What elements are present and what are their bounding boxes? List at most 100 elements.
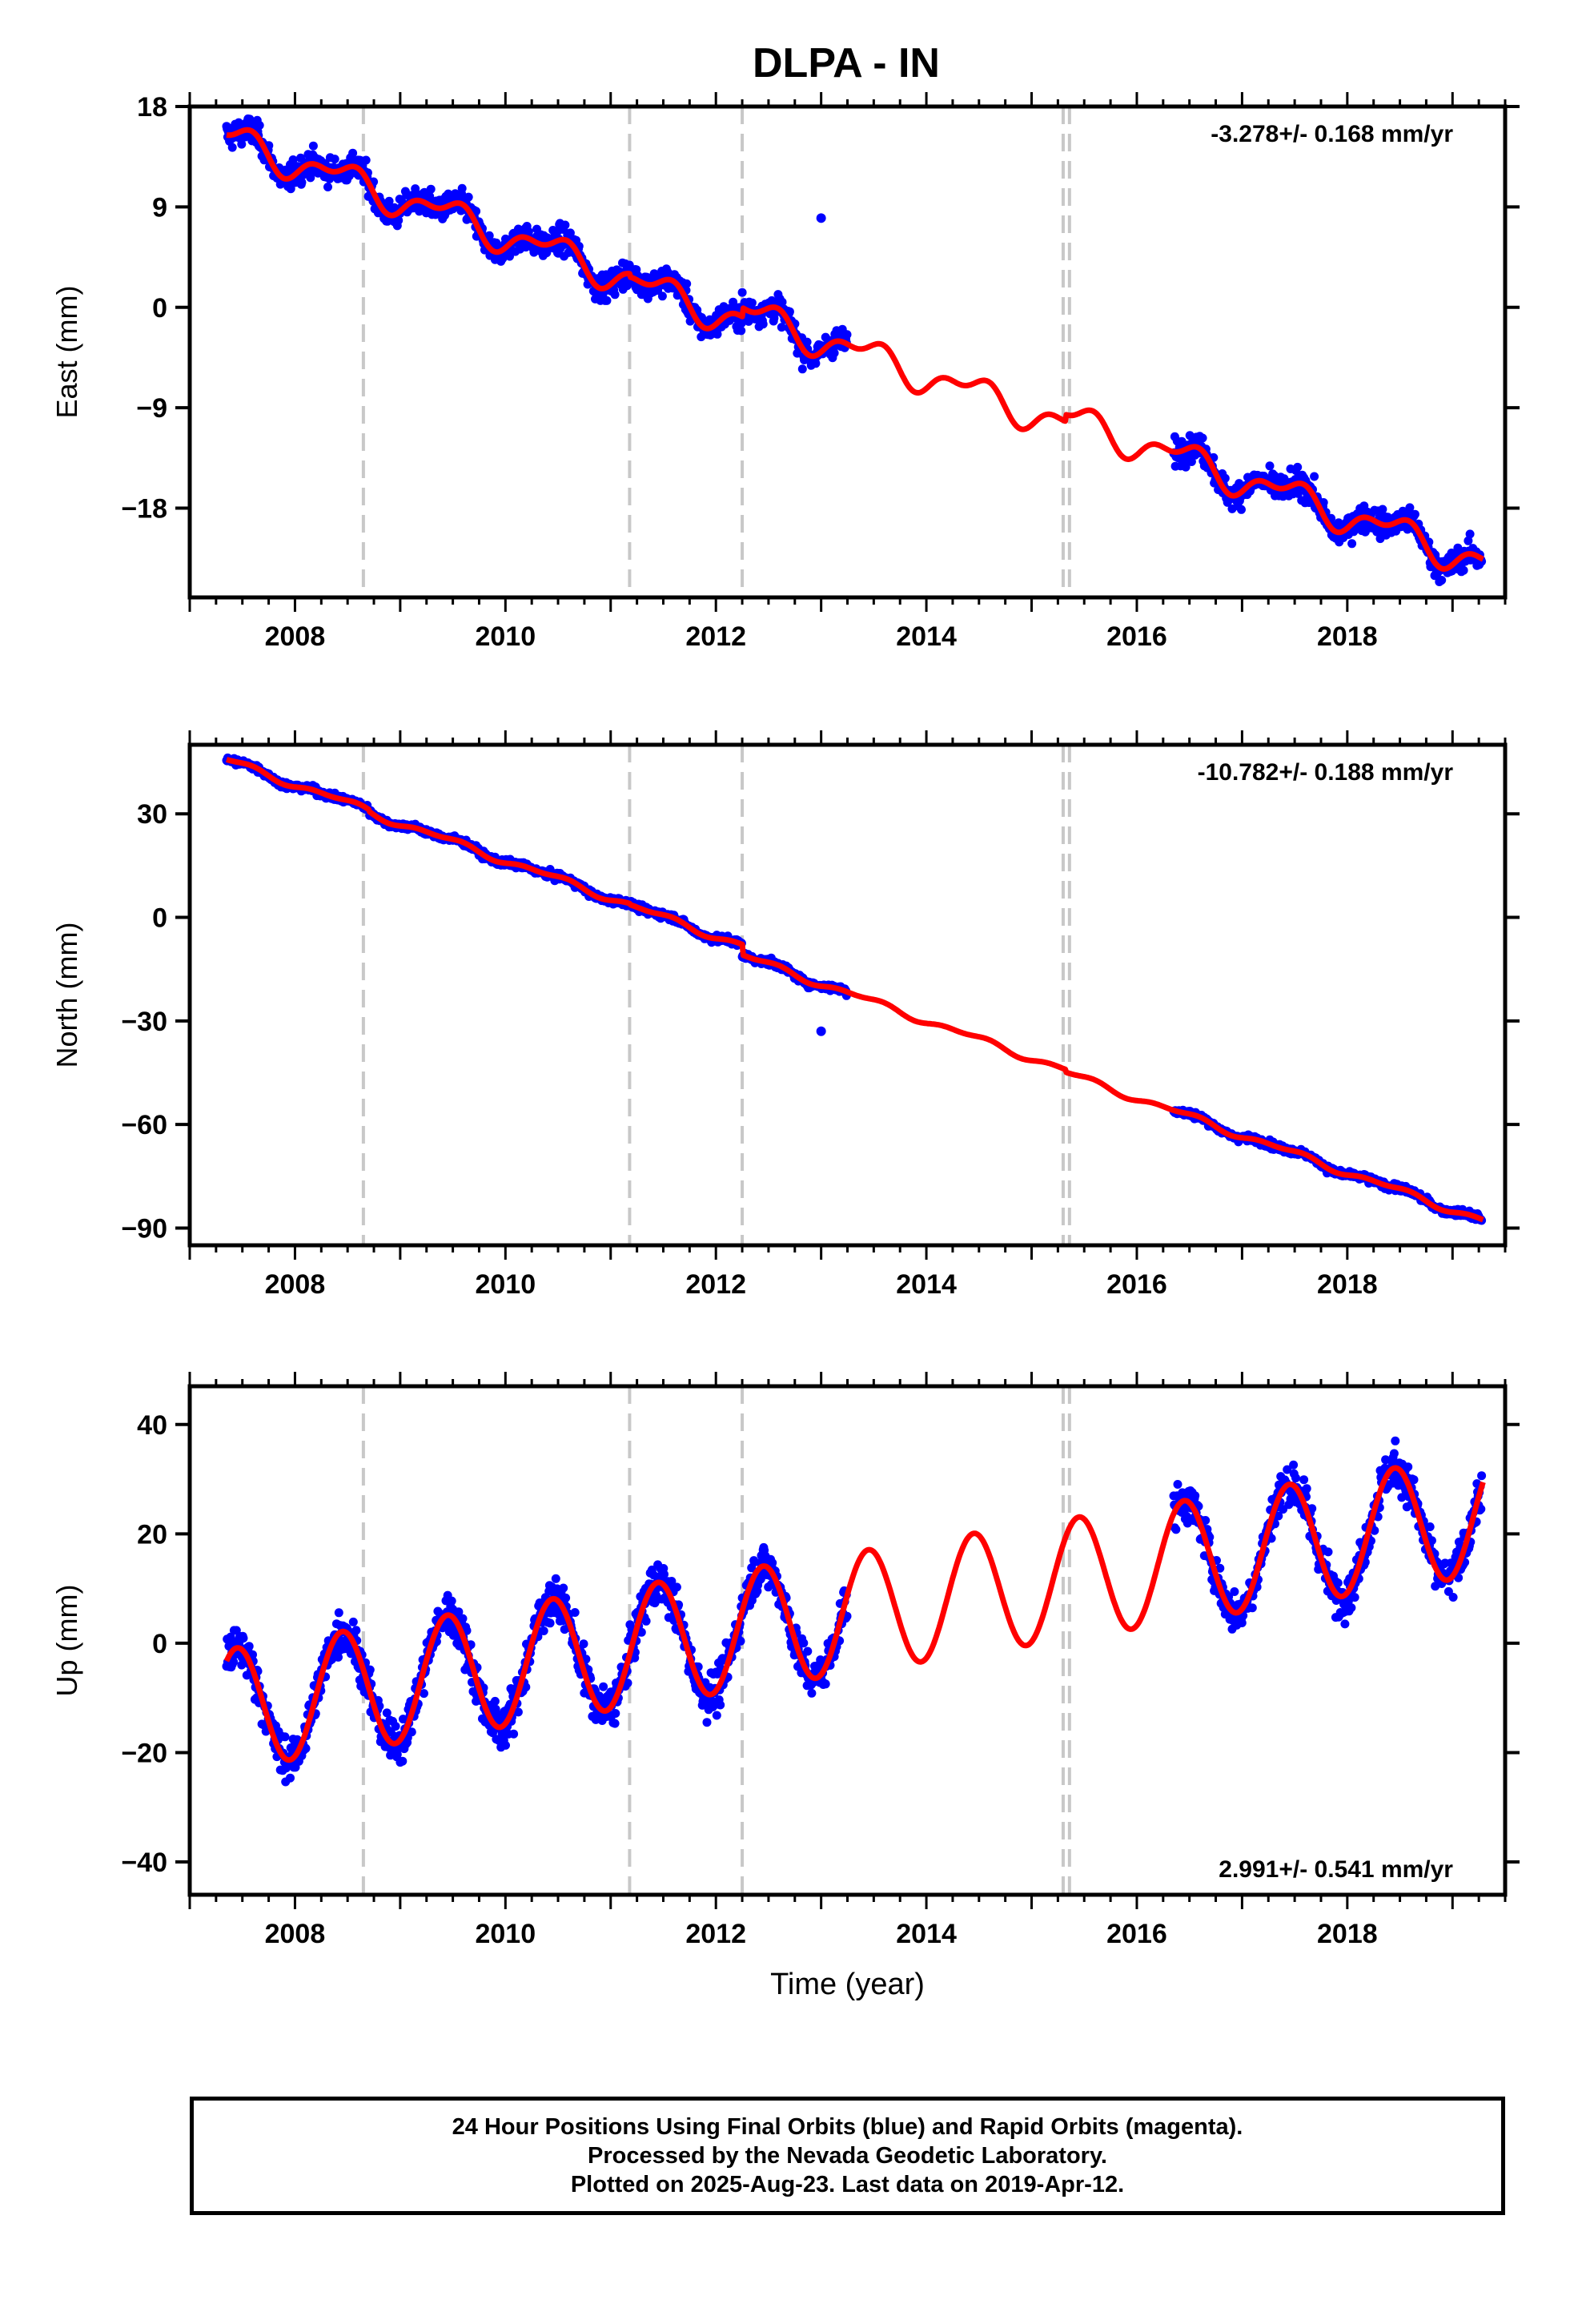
data-point: [1265, 461, 1275, 471]
data-point: [490, 1696, 500, 1706]
data-point: [1302, 1484, 1311, 1494]
data-point: [821, 1679, 830, 1689]
data-point: [611, 1709, 620, 1718]
data-point: [803, 1647, 813, 1656]
x-tick-label: 2012: [685, 621, 746, 652]
data-point: [1437, 576, 1447, 585]
data-point: [255, 121, 264, 130]
data-point: [842, 330, 852, 340]
y-tick-label: −90: [121, 1213, 167, 1244]
data-point: [829, 348, 839, 358]
data-point: [1220, 473, 1230, 483]
x-tick-label: 2010: [475, 1269, 536, 1300]
y-tick-label: 0: [152, 293, 167, 324]
data-point: [737, 287, 747, 297]
data-point: [610, 290, 620, 300]
y-tick-label: 0: [152, 903, 167, 934]
x-tick-label: 2012: [685, 1269, 746, 1300]
data-point: [641, 1616, 651, 1626]
data-point: [799, 1638, 809, 1648]
data-point: [1171, 1525, 1181, 1534]
data-point: [244, 1642, 254, 1651]
data-point: [1291, 1474, 1300, 1483]
y-tick-label: −9: [136, 393, 167, 424]
y-tick-label: −30: [121, 1007, 167, 1037]
data-point: [602, 296, 612, 305]
data-point: [1347, 1603, 1356, 1613]
data-point: [811, 359, 821, 368]
data-point: [1310, 472, 1319, 481]
model-curve: [224, 757, 1485, 1223]
data-point: [599, 1682, 608, 1691]
data-point: [447, 1596, 456, 1606]
x-tick-label: 2014: [896, 621, 957, 652]
data-point: [713, 329, 722, 339]
data-point: [712, 1711, 721, 1720]
y-axis-label: East (mm): [50, 286, 83, 419]
data-point: [561, 1593, 571, 1602]
data-point: [545, 1618, 555, 1628]
x-tick-label: 2008: [265, 621, 326, 652]
data-point: [348, 1617, 358, 1626]
chart-title: DLPA - IN: [753, 40, 940, 86]
rate-label: -10.782+/- 0.188 mm/yr: [1198, 759, 1454, 786]
data-point: [1293, 489, 1303, 498]
data-point: [802, 337, 812, 347]
data-point: [1465, 529, 1475, 539]
data-point: [398, 1756, 408, 1766]
outlier-point: [816, 1026, 826, 1036]
data-point: [391, 1722, 400, 1731]
y-tick-label: 18: [137, 92, 167, 123]
x-tick-label: 2010: [475, 621, 536, 652]
data-point: [351, 1626, 361, 1635]
y-axis-label: North (mm): [50, 923, 83, 1068]
data-point: [716, 1700, 725, 1710]
data-point: [425, 191, 435, 201]
data-point: [1391, 1436, 1400, 1445]
x-tick-label: 2016: [1106, 1269, 1167, 1300]
data-point: [560, 220, 570, 230]
data-point: [472, 207, 481, 216]
data-point: [227, 143, 237, 152]
data-point: [1350, 1593, 1359, 1602]
data-point: [682, 279, 692, 288]
data-point: [308, 141, 318, 151]
data-point: [361, 155, 371, 165]
y-tick-label: −60: [121, 1110, 167, 1140]
data-point: [384, 196, 394, 206]
data-point: [275, 179, 285, 189]
data-point: [239, 1634, 248, 1643]
rate-label: -3.278+/- 0.168 mm/yr: [1211, 121, 1453, 147]
data-point: [570, 1608, 580, 1617]
data-point: [737, 326, 746, 336]
data-point: [565, 228, 575, 238]
y-tick-label: 30: [137, 799, 167, 830]
data-point: [1347, 539, 1357, 549]
data-point: [237, 139, 247, 149]
data-point: [458, 1614, 468, 1623]
data-point: [1410, 509, 1419, 519]
data-point: [785, 307, 794, 316]
data-point: [280, 1732, 290, 1742]
data-point: [394, 215, 404, 225]
data-point: [657, 292, 667, 301]
data-point: [807, 1688, 817, 1698]
data-point: [1293, 462, 1303, 472]
data-point: [1186, 457, 1196, 466]
x-tick-label: 2016: [1106, 621, 1167, 652]
data-point: [426, 184, 436, 194]
data-point: [286, 1773, 295, 1783]
plot-frame: [187, 104, 1508, 600]
data-point: [777, 323, 786, 332]
data-point: [1289, 1460, 1299, 1470]
data-point: [579, 1639, 588, 1649]
data-point: [501, 1740, 510, 1750]
data-point: [610, 1719, 620, 1728]
data-point: [1333, 1578, 1343, 1588]
x-tick-label: 2018: [1317, 621, 1378, 652]
data-point: [702, 1718, 712, 1727]
data-point: [288, 155, 298, 164]
